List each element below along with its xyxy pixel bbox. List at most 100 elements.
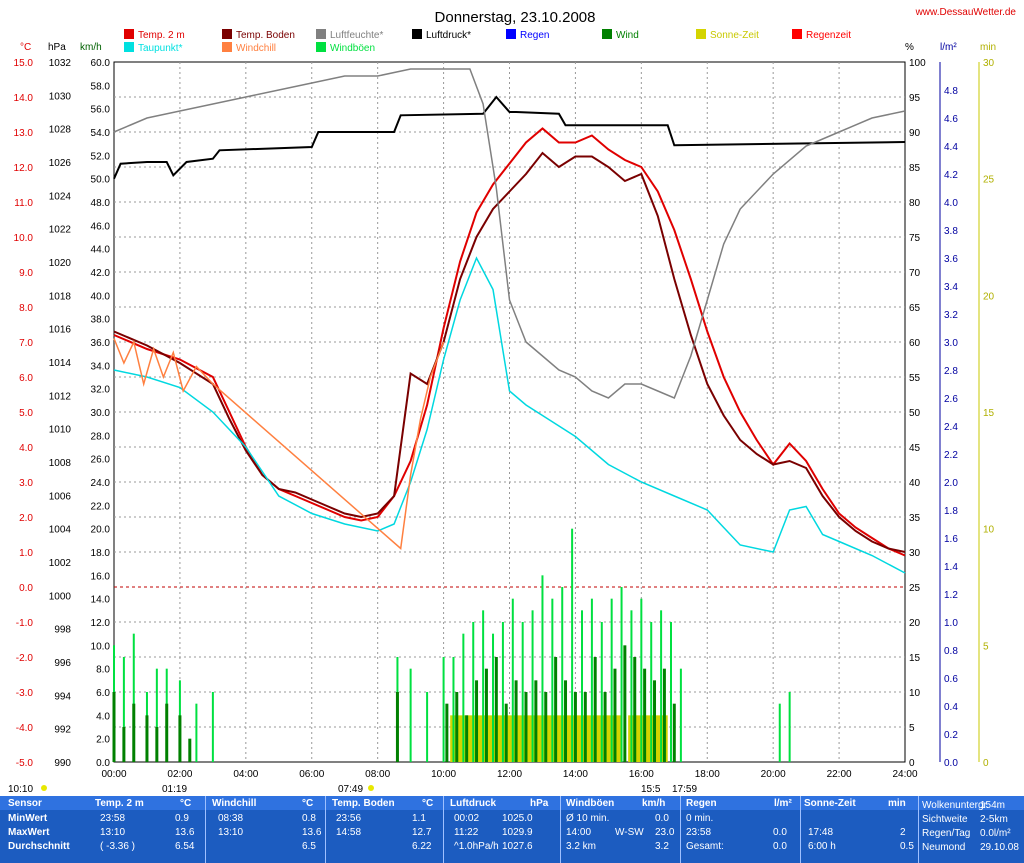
stats-cell: 14:00 xyxy=(566,827,592,838)
stats-header: Regen xyxy=(686,798,717,809)
pressure-tick-label: 1020 xyxy=(49,258,72,269)
wind-tick-label: 12.0 xyxy=(91,618,111,629)
wind-bar xyxy=(544,692,548,762)
sunrise-label: 07:49 xyxy=(338,784,363,795)
wind-bar xyxy=(630,610,633,762)
sun-icon xyxy=(41,785,47,791)
wind-bar xyxy=(426,692,429,762)
wind-bar xyxy=(211,692,214,762)
stats-separator xyxy=(205,796,206,863)
stats-cell: 1.1 xyxy=(412,813,426,824)
wind-bar xyxy=(561,587,564,762)
series-line-windchill xyxy=(113,338,445,550)
pressure-tick-label: 996 xyxy=(54,658,71,669)
stats-separator xyxy=(680,796,681,863)
sun-tick-label: 15 xyxy=(983,408,995,419)
wind-bar xyxy=(551,598,554,762)
rain-tick-label: 2.6 xyxy=(944,394,958,405)
pressure-tick-label: 1024 xyxy=(49,191,72,202)
series-line-taupunkt- xyxy=(113,256,906,574)
wind-tick-label: 38.0 xyxy=(91,315,111,326)
sun-tick-label: 10 xyxy=(983,525,995,536)
wind-bar xyxy=(669,622,672,762)
wind-tick-label: 54.0 xyxy=(91,128,111,139)
wind-bar xyxy=(465,715,469,762)
wind-tick-label: 8.0 xyxy=(96,665,110,676)
stats-header: Temp. 2 m xyxy=(95,798,144,809)
sunrise-icon xyxy=(368,785,374,791)
stats-cell: 1029.9 xyxy=(502,827,533,838)
wind-bar xyxy=(195,703,198,762)
stats-cell: 0 min. xyxy=(686,813,714,824)
wind-bar xyxy=(571,528,574,762)
events: 10:10 01:19 07:49 15:5 17:59 xyxy=(8,784,697,795)
legend-swatch xyxy=(316,42,326,52)
stats-cell: 14:58 xyxy=(336,827,362,838)
wind-bar xyxy=(472,622,475,762)
wind-bar xyxy=(445,703,449,762)
pressure-tick-label: 1006 xyxy=(49,491,72,502)
temp-tick-label: 0.0 xyxy=(19,583,33,594)
stats-header: °C xyxy=(422,798,434,809)
humidity-tick-label: 60 xyxy=(909,338,921,349)
stats-separator xyxy=(443,796,444,863)
stats-cell: 23:58 xyxy=(100,813,126,824)
rain-tick-label: 4.6 xyxy=(944,114,958,125)
wind-bar xyxy=(112,692,116,762)
rain-tick-label: 2.0 xyxy=(944,478,958,489)
stats-extra-label: Regen/Tag xyxy=(922,828,971,839)
humidity-unit: % xyxy=(905,42,914,53)
x-tick-label: 18:00 xyxy=(695,769,720,780)
temp-tick-label: -4.0 xyxy=(16,723,34,734)
wind-bar xyxy=(484,668,488,762)
wind-bar xyxy=(600,622,603,762)
pressure-tick-label: 1022 xyxy=(49,225,72,236)
wind-bar xyxy=(640,598,643,762)
legend-swatch xyxy=(124,42,134,52)
stats-extra-label: Neumond xyxy=(922,842,966,853)
moonset-label: 15:5 xyxy=(641,784,661,795)
stats-cell: 6:00 h xyxy=(808,841,836,852)
stats-row-label: MaxWert xyxy=(8,827,50,838)
pressure-tick-label: 1026 xyxy=(49,158,72,169)
pressure-tick-label: 1000 xyxy=(49,591,72,602)
legend-label: Windchill xyxy=(236,43,276,54)
stats-separator xyxy=(800,796,801,863)
wind-tick-label: 18.0 xyxy=(91,548,111,559)
wind-tick-label: 58.0 xyxy=(91,81,111,92)
wind-bar xyxy=(504,703,508,762)
stats-cell: 0.0 xyxy=(773,841,787,852)
humidity-tick-label: 65 xyxy=(909,303,921,314)
weather-chart: Donnerstag, 23.10.2008 www.DessauWetter.… xyxy=(8,7,1017,795)
wind-bar xyxy=(511,598,514,762)
pressure-tick-label: 1028 xyxy=(49,125,72,136)
x-tick-label: 00:00 xyxy=(101,769,126,780)
wind-bar xyxy=(643,668,647,762)
wind-bar xyxy=(132,633,135,762)
wind-bar xyxy=(583,692,587,762)
rain-tick-label: 4.4 xyxy=(944,142,958,153)
stats-cell: 0.5 xyxy=(900,841,914,852)
humidity-tick-label: 45 xyxy=(909,443,921,454)
x-tick-label: 06:00 xyxy=(299,769,324,780)
stats-extra-value: 154m xyxy=(980,800,1006,811)
stats-separator xyxy=(325,796,326,863)
stats-header: Luftdruck xyxy=(450,798,497,809)
wind-bar xyxy=(650,622,653,762)
stats-cell: 13.6 xyxy=(302,827,322,838)
wind-bar xyxy=(564,680,568,762)
rain-tick-label: 2.4 xyxy=(944,422,958,433)
wind-tick-label: 28.0 xyxy=(91,431,111,442)
pressure-tick-label: 1012 xyxy=(49,391,72,402)
site-link[interactable]: www.DessauWetter.de xyxy=(915,7,1017,18)
temp-tick-label: 5.0 xyxy=(19,408,33,419)
legend-swatch xyxy=(222,42,232,52)
wind-bar xyxy=(778,703,781,762)
pressure-tick-label: 1004 xyxy=(49,525,72,536)
wind-bar xyxy=(662,668,666,762)
humidity-tick-label: 35 xyxy=(909,513,921,524)
rain-tick-label: 3.2 xyxy=(944,310,958,321)
temp-tick-label: -1.0 xyxy=(16,618,34,629)
wind-tick-label: 44.0 xyxy=(91,245,111,256)
legend-label: Luftfeuchte* xyxy=(330,30,383,41)
